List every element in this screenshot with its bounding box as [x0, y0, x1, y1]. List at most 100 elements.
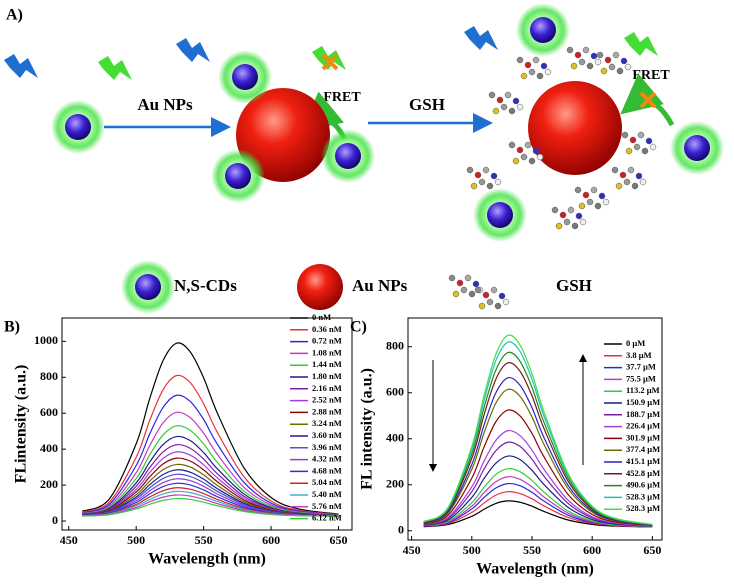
block-x [321, 53, 339, 71]
x-tick-label: 550 [195, 533, 213, 547]
molecule-atom [504, 91, 512, 99]
molecule-atom [524, 61, 532, 69]
light-bolt [464, 26, 498, 50]
molecule-atom [482, 166, 490, 174]
spectrum-line [423, 388, 653, 526]
legend-label: 3.24 nM [312, 418, 342, 428]
arrow-label: Au NPs [137, 95, 193, 114]
molecule-atom [619, 171, 627, 179]
legend-label: 5.76 nM [312, 501, 342, 511]
molecule-atom [570, 62, 578, 70]
molecule-atom [486, 298, 494, 306]
arrow-label: GSH [409, 95, 445, 114]
molecule-atom [608, 63, 616, 71]
y-axis-title: FLintensity (a.u.) [13, 365, 30, 484]
molecule-atom [500, 103, 508, 111]
spectrum-line [423, 491, 653, 528]
molecule-atom [516, 56, 524, 64]
molecule-atom [621, 131, 629, 139]
molecule-atom [559, 211, 567, 219]
molecule-atom [466, 166, 474, 174]
spectrum-line [82, 451, 339, 517]
spectrum-line [82, 457, 339, 517]
molecule-atom [498, 292, 506, 300]
molecule-atom [494, 302, 502, 310]
molecule-atom [566, 46, 574, 54]
molecule-atom [494, 178, 502, 186]
molecule-atom [520, 153, 528, 161]
spectrum-line [423, 362, 653, 526]
legend-label: 3.8 μM [626, 350, 652, 360]
molecule-atom [590, 186, 598, 194]
legend-label: 4.68 nM [312, 465, 342, 475]
cd-dot [135, 274, 161, 300]
molecule-atom [633, 143, 641, 151]
au-sphere [297, 264, 343, 310]
molecule-atom [649, 143, 657, 151]
molecule-atom [516, 103, 524, 111]
spectrum-line [423, 476, 653, 528]
spectrum-line [423, 409, 653, 527]
molecule-atom [604, 56, 612, 64]
y-tick-label: 400 [386, 431, 404, 445]
schematic: A) Au NPs GSH FRET FRET N,S-CDs Au NPs G… [4, 3, 724, 314]
legend-label: 5.40 nM [312, 489, 342, 499]
y-tick-label: 200 [40, 477, 58, 491]
legend-text: GSH [556, 276, 592, 295]
panel-label: A) [6, 7, 23, 24]
legend-label: 415.1 μM [626, 456, 660, 466]
molecule-atom [456, 279, 464, 287]
molecule-atom [524, 141, 532, 149]
molecule-atom [528, 157, 536, 165]
spectrum-line [423, 376, 653, 526]
light-bolt [176, 38, 210, 62]
molecule-atom [579, 218, 587, 226]
molecule-atom [536, 153, 544, 161]
cd-dot [530, 17, 556, 43]
spectrum-line [82, 443, 339, 517]
legend-label: 490.6 μM [626, 480, 660, 490]
molecule-atom [629, 136, 637, 144]
molecule-atom [600, 67, 608, 75]
y-tick-label: 200 [386, 477, 404, 491]
molecule-atom [574, 186, 582, 194]
molecule-atom [468, 290, 476, 298]
molecule-atom [571, 222, 579, 230]
spectrum-line [82, 374, 339, 515]
legend-label: 528.3 μM [626, 491, 660, 501]
x-tick-label: 500 [127, 533, 145, 547]
legend-label: 1.08 nM [312, 347, 342, 357]
plot-frame [407, 317, 663, 541]
molecule-atom [478, 178, 486, 186]
block-x [639, 91, 657, 109]
x-axis-title: Wavelength (nm) [148, 551, 266, 568]
spectrum-line [423, 468, 653, 528]
molecule-atom [528, 68, 536, 76]
light-bolt [98, 56, 132, 80]
spectrum-line [82, 435, 339, 516]
molecule-atom [555, 222, 563, 230]
x-tick-label: 600 [583, 543, 601, 557]
legend-label: 2.88 nM [312, 406, 342, 416]
legend-label: 2.16 nM [312, 383, 342, 393]
spectrum-line [423, 482, 653, 528]
legend-label: 4.32 nM [312, 454, 342, 464]
molecule-atom [508, 107, 516, 115]
spectrum-line [423, 351, 653, 526]
y-tick-label: 800 [386, 339, 404, 353]
x-tick-label: 650 [330, 533, 348, 547]
molecule-atom [540, 62, 548, 70]
molecule-atom [472, 280, 480, 288]
molecule-atom [460, 286, 468, 294]
molecule-atom [490, 286, 498, 294]
legend-text: Au NPs [352, 276, 408, 295]
spectrum-line [423, 334, 653, 525]
molecule-atom [627, 166, 635, 174]
molecule-atom [482, 291, 490, 299]
molecule-atom [532, 56, 540, 64]
molecule-atom [594, 202, 602, 210]
molecule-atom [474, 171, 482, 179]
legend-label: 3.96 nM [312, 442, 342, 452]
x-tick-label: 450 [60, 533, 78, 547]
